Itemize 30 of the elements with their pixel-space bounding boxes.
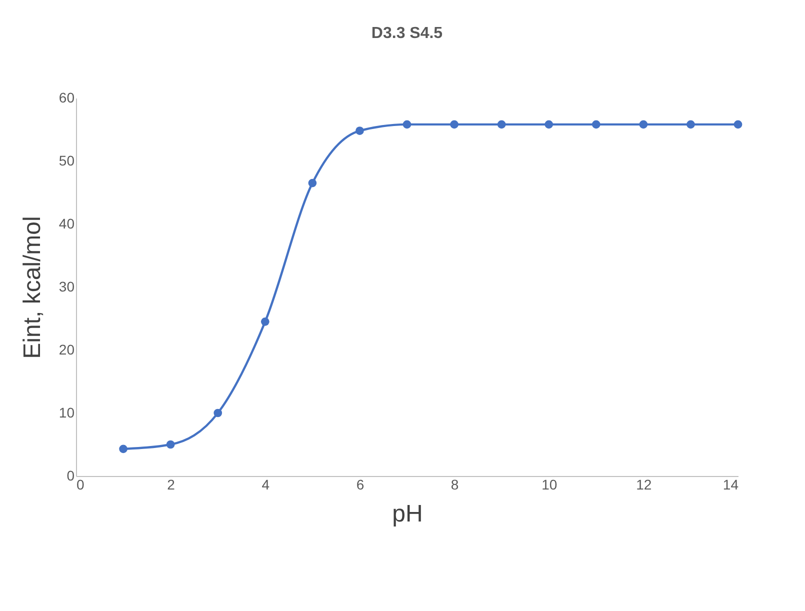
y-axis-title: Eint, kcal/mol (18, 216, 46, 359)
point (686, 120, 695, 129)
x-axis-title: pH (392, 500, 423, 528)
point (356, 126, 364, 135)
y-tick-label: 10 (58, 404, 75, 420)
point (166, 440, 175, 449)
point (260, 317, 270, 326)
x-tick-label: 6 (356, 476, 364, 492)
x-tick-label: 14 (722, 476, 739, 492)
y-tick-label: 20 (58, 342, 75, 358)
point (497, 120, 506, 129)
chart-title: D3.3 S4.5 (371, 25, 443, 42)
point (734, 120, 742, 129)
x-tick-label: 10 (542, 476, 558, 492)
point (119, 444, 128, 454)
point (639, 120, 648, 129)
y-tick-label: 40 (58, 216, 75, 232)
point (450, 120, 458, 129)
x-tick-label: 4 (262, 476, 270, 492)
point (544, 120, 554, 129)
x-tick-label: 2 (167, 476, 176, 492)
y-tick-label: 60 (58, 90, 75, 106)
y-tick-label: 30 (58, 278, 75, 294)
point (308, 178, 317, 188)
point (402, 120, 412, 129)
x-tick-label: 8 (450, 476, 459, 492)
y-tick-label: 50 (58, 152, 75, 168)
point (214, 408, 222, 418)
x-tick-label: 12 (636, 476, 652, 492)
point (592, 120, 600, 129)
